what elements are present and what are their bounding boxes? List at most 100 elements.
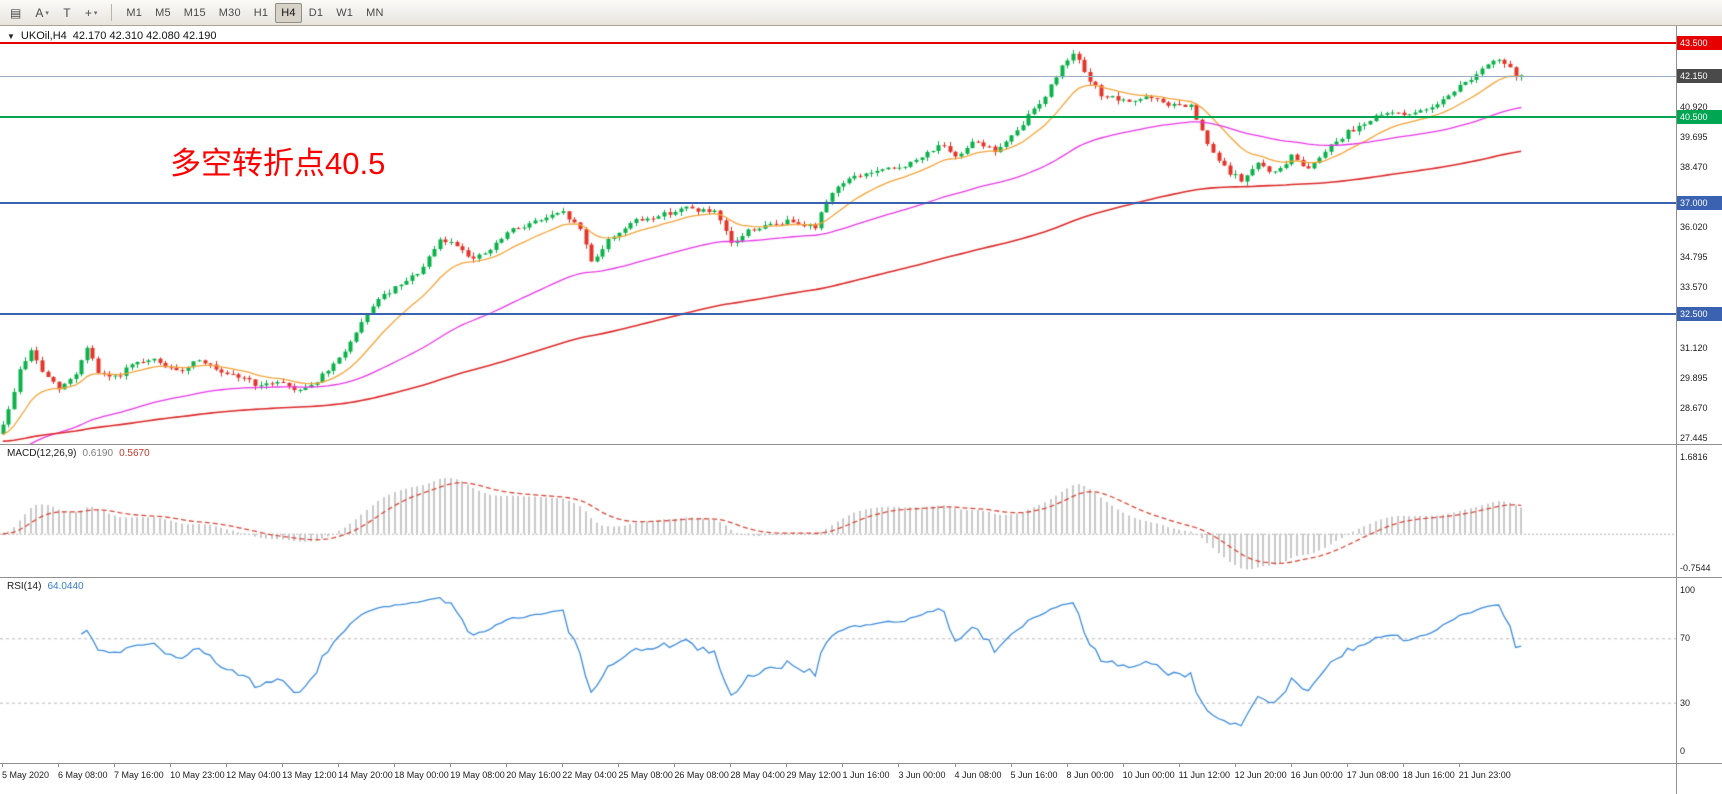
time-tick-label: 25 May 08:00 <box>618 770 673 780</box>
time-tick-label: 5 Jun 16:00 <box>1010 770 1058 780</box>
price-axis[interactable]: 40.920 39.695 38.470 36.020 34.795 33.570 31.1… <box>1676 26 1722 444</box>
horizontal-line[interactable] <box>0 312 1676 315</box>
time-tick-label: 18 May 00:00 <box>394 770 449 780</box>
horizontal-line[interactable] <box>0 115 1676 118</box>
rsi-tick-label: 30 <box>1680 697 1691 708</box>
timeframe-button-h4[interactable]: H4 <box>275 2 302 23</box>
dropdown-caret-icon: ▾ <box>93 9 98 17</box>
annotation-text[interactable]: 多空转折点40.5 <box>170 146 386 181</box>
chart-title: ▼ UKOil,H4 42.170 42.310 42.080 42.190 <box>7 30 217 42</box>
time-tick-mark <box>1010 764 1012 767</box>
top-toolbar: ▤ A ▾ T + ▾ M1 M5 M15 M30 H1 H4 D1 W1 MN <box>0 0 1722 26</box>
timeframe-button-h1[interactable]: H1 <box>253 6 269 19</box>
time-tick-label: 12 May 04:00 <box>226 770 281 780</box>
time-tick-mark <box>786 764 788 767</box>
tool-icon-group: ▤ A ▾ T + ▾ <box>4 3 103 23</box>
chart-menu-caret-icon[interactable]: ▼ <box>7 31 15 41</box>
time-tick-label: 11 Jun 12:00 <box>1178 770 1230 780</box>
rsi-tick-label: 100 <box>1680 585 1696 595</box>
time-tick-mark <box>2 764 3 767</box>
rsi-value: 64.0440 <box>47 581 84 592</box>
time-tick-mark <box>58 764 60 767</box>
price-tick-label: 40.920 <box>1680 101 1708 112</box>
time-tick-mark <box>506 764 508 767</box>
timeframe-button-m15[interactable]: M15 <box>183 6 206 19</box>
macd-value-main: 0.6190 <box>82 448 114 459</box>
time-tick-mark <box>898 764 900 767</box>
price-tick-label: 31.120 <box>1680 342 1708 353</box>
time-tick-mark <box>450 764 452 767</box>
time-tick-label: 20 May 16:00 <box>506 770 561 780</box>
line-tools-icon-glyph: + <box>84 5 92 20</box>
price-level-badge: 43.500 <box>1677 36 1722 51</box>
toolbar-separator <box>111 4 113 21</box>
time-tick-label: 29 May 12:00 <box>786 770 841 780</box>
rsi-tick-label: 70 <box>1680 633 1691 644</box>
time-tick-label: 12 Jun 20:00 <box>1234 770 1287 780</box>
line-tools-icon[interactable]: + ▾ <box>79 3 104 23</box>
horizontal-line[interactable] <box>0 42 1676 45</box>
price-tick-label: 36.020 <box>1680 222 1708 233</box>
time-tick-label: 10 May 23:00 <box>170 770 225 780</box>
time-tick-mark <box>1178 764 1180 767</box>
rsi-panel: RSI(14) 64.0440 100 70 30 0 <box>0 577 1722 763</box>
macd-axis[interactable]: 1.6816 -0.7544 <box>1676 445 1722 577</box>
time-tick-label: 7 May 16:00 <box>114 770 164 780</box>
time-tick-mark <box>1346 764 1348 767</box>
time-tick-label: 17 Jun 08:00 <box>1346 770 1399 780</box>
time-axis[interactable]: 5 May 2020 6 May 08:00 7 May 16:00 10 May 2… <box>0 763 1722 794</box>
time-tick-mark <box>1066 764 1068 767</box>
timeframe-button-d1[interactable]: D1 <box>308 6 324 19</box>
time-tick-mark <box>282 764 284 767</box>
horizontal-line[interactable] <box>0 202 1676 205</box>
time-tick-label: 8 Jun 00:00 <box>1066 770 1114 780</box>
price-tick-label: 27.445 <box>1680 432 1708 443</box>
time-tick-mark <box>1122 764 1124 767</box>
timeframe-button-m1[interactable]: M1 <box>126 6 143 19</box>
text-annotation-icon-glyph: A <box>35 5 44 20</box>
price-tick-label: 28.670 <box>1680 402 1708 413</box>
time-tick-label: 19 May 08:00 <box>450 770 505 780</box>
price-tick-label: 38.470 <box>1680 161 1708 172</box>
price-tick-label: 33.570 <box>1680 282 1708 293</box>
rsi-canvas[interactable] <box>0 578 1676 763</box>
time-tick-label: 4 Jun 08:00 <box>954 770 1002 780</box>
time-tick-label: 10 Jun 00:00 <box>1122 770 1175 780</box>
text-label-icon[interactable]: T <box>57 3 77 23</box>
price-level-badge: 42.150 <box>1677 69 1722 84</box>
time-tick-mark <box>338 764 340 767</box>
timeframe-button-m5[interactable]: M5 <box>155 6 171 19</box>
chart-window-icon[interactable]: ▤ <box>4 3 27 23</box>
time-tick-label: 21 Jun 23:00 <box>1458 770 1511 780</box>
time-tick-mark <box>394 764 396 767</box>
text-annotation-icon[interactable]: A ▾ <box>29 3 55 23</box>
timeframe-button-w1[interactable]: W1 <box>336 6 354 19</box>
time-tick-mark <box>730 764 732 767</box>
timeframe-button-m30[interactable]: M30 <box>218 6 241 19</box>
timeframe-group: M1 M5 M15 M30 H1 H4 D1 W1 MN <box>120 2 389 23</box>
ohlc-values: 42.170 42.310 42.080 42.190 <box>72 30 217 42</box>
timeframe-button-mn[interactable]: MN <box>366 6 384 19</box>
time-tick-label: 13 May 12:00 <box>282 770 337 780</box>
time-tick-mark <box>170 764 172 767</box>
time-tick-mark <box>562 764 564 767</box>
macd-label: MACD(12,26,9) 0.6190 0.5670 <box>7 448 150 459</box>
time-tick-label: 16 Jun 00:00 <box>1290 770 1343 780</box>
price-chart-canvas[interactable] <box>0 26 1676 444</box>
time-tick-mark <box>842 764 844 767</box>
time-tick-label: 22 May 04:00 <box>562 770 617 780</box>
macd-value-signal: 0.5670 <box>119 448 150 459</box>
time-tick-mark <box>1290 764 1292 767</box>
time-tick-label: 5 May 2020 <box>2 770 50 780</box>
time-tick-label: 6 May 08:00 <box>58 770 108 780</box>
time-tick-mark <box>618 764 620 767</box>
macd-name: MACD(12,26,9) <box>7 448 77 459</box>
text-label-icon-glyph: T <box>63 5 71 20</box>
time-tick-label: 14 May 20:00 <box>338 770 393 780</box>
time-tick-mark <box>226 764 228 767</box>
rsi-axis[interactable]: 100 70 30 0 <box>1676 578 1722 763</box>
macd-canvas[interactable] <box>0 445 1676 577</box>
horizontal-line[interactable] <box>0 75 1676 77</box>
symbol-period-label: UKOil,H4 <box>20 30 67 42</box>
